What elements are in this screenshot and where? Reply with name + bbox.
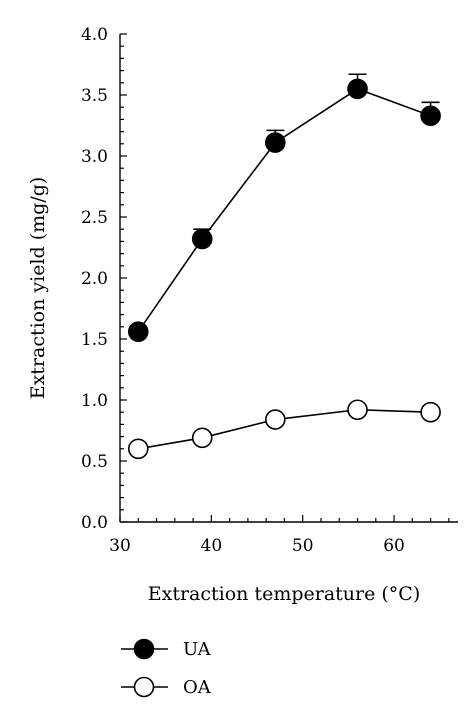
legend-marker-oa: [133, 676, 155, 698]
plot-area: [127, 73, 441, 460]
y-tick-label: 1.0: [81, 391, 108, 411]
x-ticks: 30 40 50 60: [109, 515, 450, 556]
legend-label-ua: UA: [183, 639, 212, 660]
data-point-oa: [420, 401, 441, 423]
y-tick-label: 2.5: [81, 208, 108, 228]
legend: UA OA: [121, 638, 212, 698]
data-point-ua: [191, 228, 213, 250]
x-axis-title: Extraction temperature (°C): [148, 583, 421, 605]
x-tick-label: 50: [292, 536, 314, 556]
x-tick-label: 40: [201, 536, 223, 556]
data-point-oa: [347, 399, 368, 421]
data-point-ua: [347, 78, 368, 100]
data-point-oa: [191, 427, 213, 449]
data-point-ua: [420, 105, 441, 127]
y-ticks: 0.0 0.5 1.0 1.5 2.0 2.5 3.0 3.5 4.0: [81, 25, 127, 533]
y-tick-label: 3.5: [81, 86, 108, 106]
y-tick-label: 4.0: [81, 25, 108, 45]
legend-marker-ua: [133, 638, 155, 660]
x-tick-label: 30: [109, 536, 131, 556]
data-point-ua: [127, 321, 149, 342]
y-tick-label: 3.0: [81, 147, 108, 167]
data-point-oa: [127, 438, 149, 460]
y-tick-label: 0.0: [81, 513, 108, 533]
legend-label-oa: OA: [183, 677, 212, 698]
y-tick-label: 1.5: [81, 330, 108, 350]
y-axis-title: Extraction yield (mg/g): [27, 177, 49, 400]
data-point-oa: [264, 409, 286, 430]
data-point-ua: [264, 132, 286, 153]
y-tick-label: 0.5: [81, 452, 108, 472]
x-tick-label: 60: [383, 536, 405, 556]
y-tick-label: 2.0: [81, 269, 108, 289]
series-line-ua: [137, 88, 431, 333]
